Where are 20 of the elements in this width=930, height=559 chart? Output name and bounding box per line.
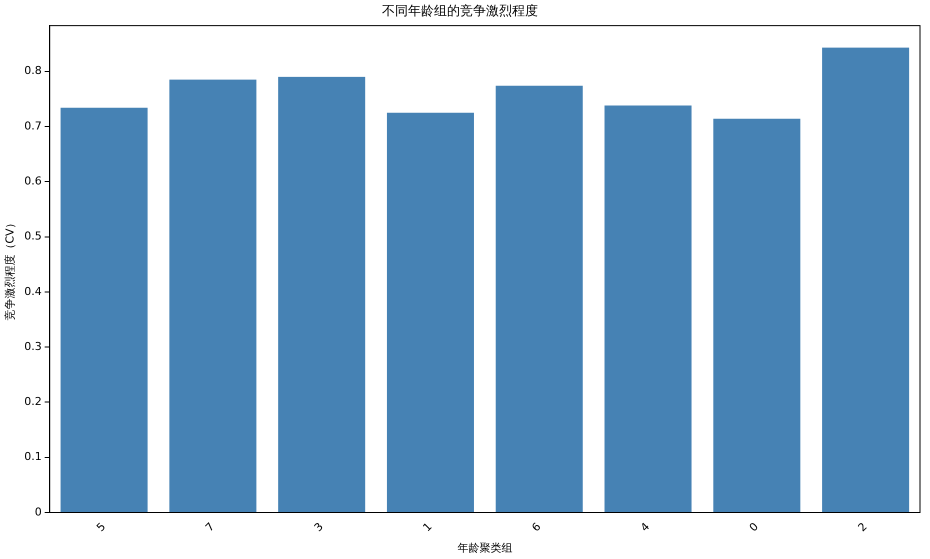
x-tick-label: 3: [312, 520, 326, 534]
x-tick-label: 6: [529, 520, 544, 534]
y-tick-label: 0.3: [24, 340, 42, 353]
y-tick-label: 0.2: [24, 395, 42, 408]
x-tick-label: 5: [94, 520, 108, 534]
x-tick-label: 4: [638, 520, 652, 534]
y-tick-label: 0.6: [24, 174, 42, 188]
x-tick-label: 1: [420, 520, 435, 534]
y-tick-label: 0.1: [24, 450, 42, 464]
x-tick-label: 2: [856, 520, 870, 534]
y-tick-label: 0: [34, 505, 42, 518]
y-tick-label: 0.5: [24, 230, 42, 243]
y-tick-label: 0.7: [24, 119, 42, 132]
y-tick-label: 0.4: [24, 284, 42, 298]
y-tick-label: 0.8: [24, 64, 42, 78]
x-tick-label: 0: [746, 520, 761, 534]
y-axis-title: 竞争激烈程度（CV）: [3, 217, 16, 321]
x-tick-label: 7: [202, 520, 218, 534]
x-axis-title: 年龄聚类组: [457, 541, 512, 554]
chart-title: 不同年龄组的竞争激烈程度: [382, 3, 538, 20]
